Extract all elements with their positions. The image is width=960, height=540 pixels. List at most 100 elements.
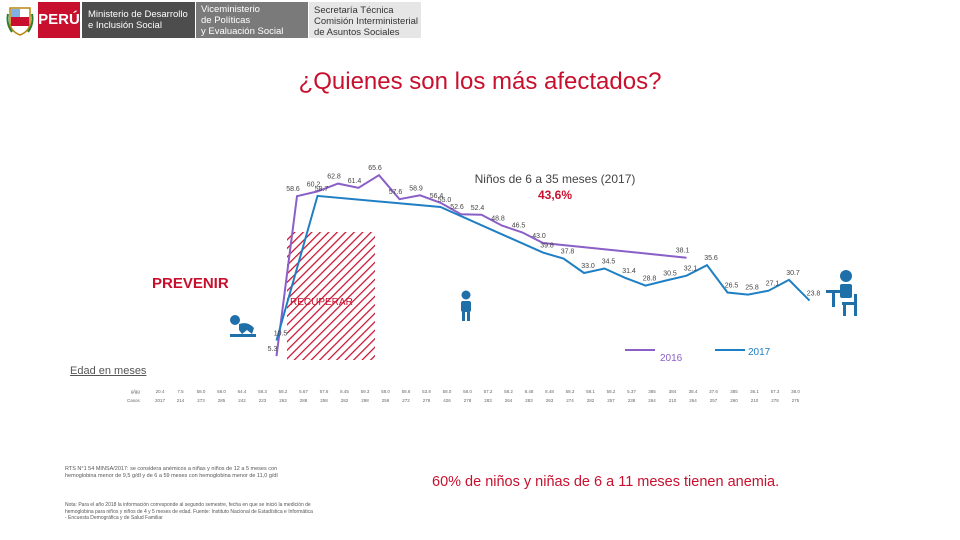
table-cell-b: 257: [607, 398, 615, 403]
data-label: 58.6: [286, 186, 300, 193]
table-cell-b: 282: [340, 398, 349, 403]
table-cell-a: 8.45: [340, 389, 349, 394]
table-cell-a: 58.2: [278, 389, 288, 394]
secretary-line-2: Comisión Interministerial: [314, 16, 419, 27]
table-cell-a: 20.4: [155, 389, 165, 394]
table-cell-a: 385: [648, 389, 656, 394]
chart-subtitle: Niños de 6 a 35 meses (2017): [474, 172, 636, 186]
table-cell-b: 272: [402, 398, 410, 403]
data-label: 10.5: [274, 331, 288, 338]
series-line-2016: [275, 173, 687, 357]
data-label: 56.4: [430, 193, 444, 200]
legend-2016-label: 2016: [660, 353, 683, 364]
toddler-icon: [457, 290, 475, 327]
table-cell-b: 278: [771, 398, 779, 403]
table-cell-a: 385: [730, 389, 738, 394]
data-label: 38.1: [676, 248, 690, 255]
legend-2017-label: 2017: [748, 347, 771, 358]
table-row-header-b: Casos: [127, 398, 140, 403]
table-cell-a: 58.3: [565, 389, 575, 394]
footnote-source: Nota: Para el año 2018 la información co…: [65, 502, 313, 521]
vice-line-1: Viceministerio: [201, 4, 260, 15]
data-label: 48.8: [491, 216, 505, 223]
table-cell-b: 210: [750, 398, 759, 403]
data-label: 33.0: [581, 263, 595, 270]
data-label: 58.7: [315, 186, 329, 193]
data-label: 5.3: [268, 346, 278, 353]
table-cell-b: 283: [484, 398, 492, 403]
table-cell-b: 214: [176, 398, 185, 403]
table-cell-b: 238: [627, 398, 636, 403]
table-cell-a: 384: [668, 389, 677, 394]
table-cell-b: 264: [689, 398, 697, 403]
vice-line-3: y Evaluación Social: [201, 26, 284, 37]
table-cell-a: 58.1: [586, 389, 595, 394]
recuperar-label: RECUPERAR: [290, 297, 353, 308]
data-label: 30.5: [663, 271, 677, 278]
table-cell-b: 264: [504, 398, 513, 403]
table-row-header-a: g/gg: [131, 389, 140, 394]
table-cell-b: 274: [566, 398, 574, 403]
footnote-definition: RTS N°1 54 MINSA/2017: se considera aném…: [65, 466, 278, 479]
table-cell-a: 36.1: [750, 389, 759, 394]
data-label: 30.7: [786, 270, 800, 277]
data-label: 35.6: [704, 255, 718, 262]
table-cell-a: 57.6: [319, 389, 329, 394]
data-label: 31.4: [622, 268, 636, 275]
data-label: 57.6: [389, 189, 403, 196]
data-label: 26.5: [725, 283, 739, 290]
table-cell-b: 259: [381, 398, 390, 403]
table-cell-b: 278: [422, 398, 431, 403]
table-cell-b: 263: [545, 398, 554, 403]
crawling-baby-icon: [228, 312, 258, 345]
table-cell-b: 210: [668, 398, 677, 403]
table-cell-b: 2017: [154, 398, 165, 403]
secretary-block: Secretaría Técnica Comisión Interministe…: [309, 2, 421, 38]
vice-ministry-block: Viceministerio de Políticas y Evaluación…: [196, 2, 308, 38]
child-at-table-icon: [824, 268, 862, 323]
table-cell-a: 53.8: [422, 389, 431, 394]
table-cell-a: 58.2: [504, 389, 513, 394]
data-label: 62.8: [327, 174, 341, 181]
table-cell-a: 58.0: [381, 389, 390, 394]
data-label: 39.8: [540, 243, 554, 250]
table-cell-b: 264: [648, 398, 656, 403]
data-label: 34.5: [602, 259, 616, 266]
table-cell-a: 58.0: [463, 389, 472, 394]
table-cell-b: 278: [463, 398, 472, 403]
institution-header: PERÚ Ministerio de Desarrollo e Inclusió…: [0, 0, 430, 44]
coat-of-arms-icon: [6, 4, 34, 36]
recovery-zone-hatch: [287, 232, 375, 360]
table-cell-a: 58.0: [217, 389, 226, 394]
table-cell-a: 59.3: [360, 389, 370, 394]
data-label: 28.8: [643, 276, 657, 283]
ministry-line-1: Ministerio de Desarrollo: [88, 9, 188, 20]
table-cell-a: 8.48: [524, 389, 534, 394]
table-cell-b: 283: [525, 398, 533, 403]
data-label: 25.8: [745, 285, 759, 292]
conclusion-text: 60% de niños y niñas de 6 a 11 meses tie…: [432, 474, 780, 490]
table-cell-b: 258: [320, 398, 328, 403]
data-label: 23.8: [807, 291, 821, 298]
table-cell-a: 5.67: [299, 389, 308, 394]
table-cell-b: 298: [361, 398, 369, 403]
data-label: 65.6: [368, 165, 382, 172]
table-cell-b: 263: [279, 398, 287, 403]
table-cell-a: 57.3: [770, 389, 780, 394]
table-cell-a: 58.2: [606, 389, 616, 394]
table-cell-b: 282: [586, 398, 595, 403]
x-axis-label: Edad en meses: [70, 365, 147, 377]
data-label: 52.6: [450, 204, 464, 211]
table-cell-b: 273: [197, 398, 205, 403]
table-cell-a: 8.48: [545, 389, 554, 394]
data-label: 52.4: [471, 205, 485, 212]
secretary-line-1: Secretaría Técnica: [314, 5, 394, 16]
data-label: 46.5: [512, 223, 526, 230]
page-title: ¿Quienes son los más afectados?: [298, 68, 662, 95]
prevenir-label: PREVENIR: [152, 275, 229, 292]
data-label: 58.9: [409, 185, 423, 192]
table-cell-a: 5.37: [627, 389, 636, 394]
ministry-line-2: e Inclusión Social: [88, 20, 162, 31]
secretary-line-3: de Asuntos Sociales: [314, 27, 400, 38]
